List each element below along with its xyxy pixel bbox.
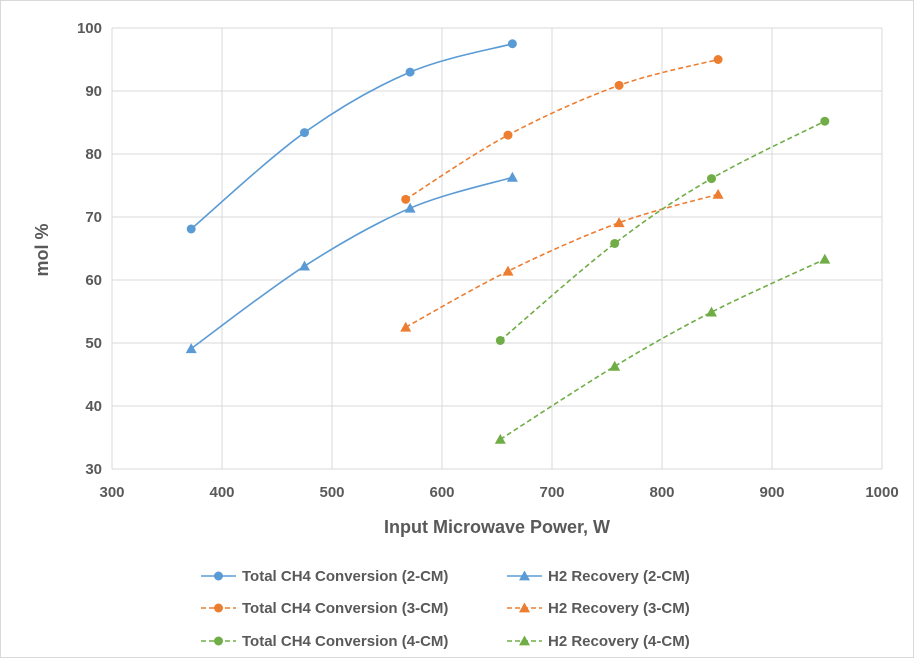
axes: 30 40 50 60 70 80 90 100 300 400 500 600 700 800 900 10… [77, 20, 899, 501]
data-point-circle [614, 80, 624, 90]
data-point-triangle [185, 343, 197, 354]
legend-item: H2 Recovery (2-CM) [507, 568, 690, 585]
x-tick-label: 800 [649, 484, 674, 501]
y-tick-label: 60 [85, 272, 102, 289]
series-line [405, 193, 719, 328]
data-point-triangle [609, 360, 621, 371]
legend-item: H2 Recovery (3-CM) [507, 600, 690, 617]
legend-label: Total CH4 Conversion (3-CM) [242, 600, 448, 617]
data-point-triangle [819, 253, 831, 264]
y-tick-label: 50 [85, 335, 102, 352]
data-point-circle [401, 194, 411, 204]
legend-label: Total CH4 Conversion (4-CM) [242, 633, 448, 650]
legend-label: H2 Recovery (3-CM) [548, 600, 690, 617]
x-tick-label: 500 [319, 484, 344, 501]
y-tick-label: 80 [85, 146, 102, 163]
series-3 [400, 188, 724, 332]
legend-marker [214, 636, 223, 646]
data-point-triangle [502, 265, 514, 276]
gridlines [111, 27, 883, 470]
x-tick-label: 900 [759, 484, 784, 501]
series-0 [186, 39, 517, 234]
series-5 [494, 253, 831, 444]
data-point-triangle [706, 306, 717, 317]
y-tick-label: 70 [85, 209, 102, 226]
series-1 [185, 171, 518, 354]
y-tick-label: 40 [85, 398, 102, 415]
y-tick-label: 90 [85, 83, 102, 100]
legend-marker [519, 570, 530, 581]
data-point-circle [707, 174, 716, 184]
data-point-circle [507, 39, 517, 49]
series-line [499, 120, 826, 342]
data-point-circle [503, 130, 513, 140]
x-axis-title: Input Microwave Power, W [384, 517, 610, 537]
data-point-triangle [494, 433, 506, 444]
legend-item: Total CH4 Conversion (2-CM) [201, 568, 448, 585]
legend-marker [214, 571, 223, 581]
series-line [190, 42, 513, 230]
data-point-circle [300, 128, 309, 138]
legend-marker [519, 602, 530, 613]
data-point-triangle [712, 188, 724, 199]
legend-item: Total CH4 Conversion (4-CM) [201, 633, 448, 650]
data-point-triangle [400, 321, 412, 332]
legend-item: H2 Recovery (4-CM) [507, 633, 690, 650]
data-point-circle [610, 238, 620, 248]
data-point-triangle [613, 217, 625, 228]
data-point-circle [405, 67, 415, 77]
legend-marker [214, 603, 223, 613]
x-tick-label: 700 [539, 484, 564, 501]
x-tick-label: 300 [99, 484, 124, 501]
data-point-circle [713, 55, 723, 64]
legend: Total CH4 Conversion (2-CM) H2 Recovery (… [201, 568, 690, 650]
y-axis-title: mol % [32, 223, 52, 276]
legend-label: Total CH4 Conversion (2-CM) [242, 568, 448, 585]
data-point-triangle [506, 171, 518, 182]
series-layer [185, 39, 831, 444]
data-point-circle [820, 116, 830, 126]
series-line [499, 258, 826, 441]
series-4 [495, 116, 830, 345]
data-point-triangle [299, 260, 310, 271]
x-tick-label: 600 [429, 484, 454, 501]
series-2 [401, 55, 723, 204]
data-point-circle [186, 224, 196, 234]
legend-item: Total CH4 Conversion (3-CM) [201, 600, 448, 617]
y-tick-label: 100 [77, 20, 102, 37]
x-tick-label: 400 [209, 484, 234, 501]
legend-marker [519, 635, 530, 646]
data-point-circle [495, 335, 505, 345]
y-tick-label: 30 [85, 461, 102, 478]
legend-label: H2 Recovery (4-CM) [548, 633, 690, 650]
data-point-triangle [404, 202, 416, 213]
legend-label: H2 Recovery (2-CM) [548, 568, 690, 585]
x-tick-label: 1000 [865, 484, 898, 501]
series-line [405, 58, 719, 201]
series-line [190, 176, 513, 350]
